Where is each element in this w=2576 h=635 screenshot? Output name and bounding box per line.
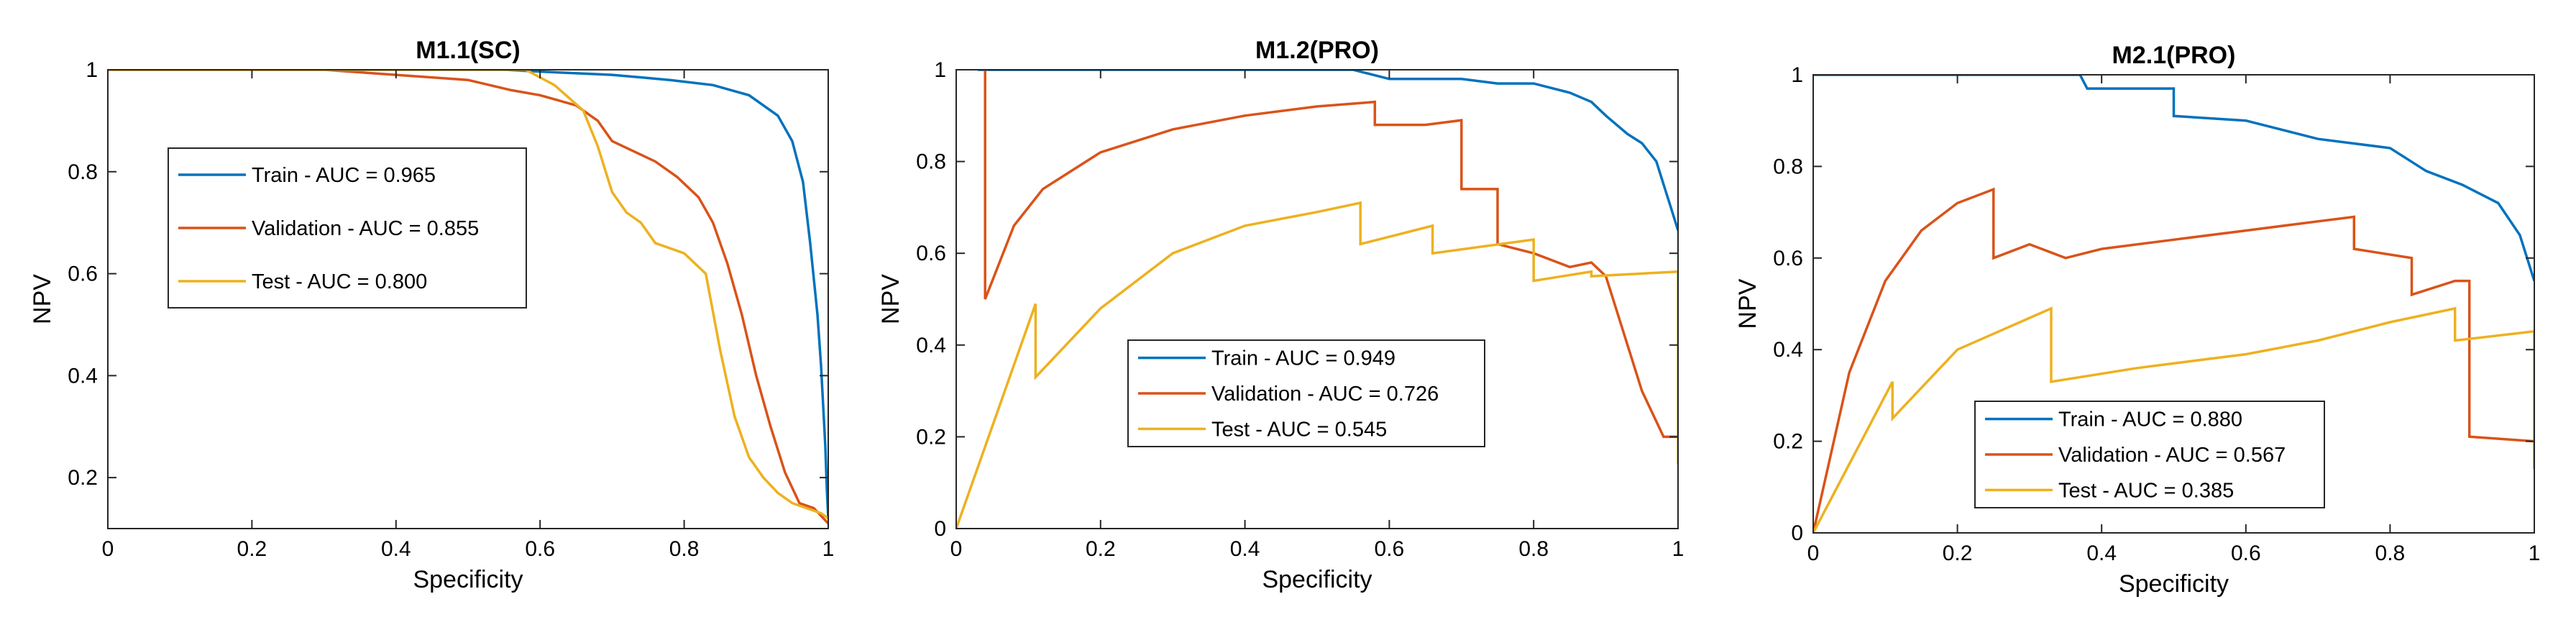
x-tick-label: 0.2 [1086, 537, 1116, 561]
x-tick-label: 1 [2529, 542, 2541, 565]
x-tick-label: 0 [1807, 542, 1820, 565]
series-line-test [956, 201, 1678, 529]
x-axis-label: Specificity [2119, 570, 2229, 598]
series-line-test [108, 70, 828, 520]
series-line-train [1813, 75, 2534, 282]
legend-entry-validation: Validation - AUC = 0.855 [252, 217, 479, 240]
chart-title: M1.2(PRO) [1255, 37, 1379, 64]
y-tick-label: 0.2 [1773, 430, 1803, 454]
y-tick-label: 0.6 [1773, 247, 1803, 270]
y-tick-label: 1 [1791, 63, 1803, 87]
series-line-test [1813, 306, 2534, 533]
series-line-train [978, 70, 1678, 231]
chart-panel-1: 0 0.2 0.4 0.6 0.8 1 0.2 0.4 0.6 0.8 1 M1.1(SC) Speci… [29, 37, 834, 593]
series-line-validation [984, 70, 1678, 439]
y-axis-label: NPV [1734, 278, 1761, 329]
y-tick-label: 1 [86, 58, 98, 82]
y-tick-label: 0.6 [916, 242, 946, 265]
series-line-validation [1813, 187, 2534, 533]
x-tick-label: 0.6 [525, 537, 555, 561]
x-tick-label: 0 [950, 537, 963, 561]
legend-entry-test: Test - AUC = 0.385 [2058, 479, 2234, 502]
plot-area [956, 70, 1678, 529]
chart-panel-2: 0 0.2 0.4 0.6 0.8 1 0 0.2 0.4 0.6 0.8 1 M1.2(PRO) Spe… [877, 37, 1684, 593]
x-tick-label: 1 [1672, 537, 1685, 561]
legend-entry-test: Test - AUC = 0.800 [252, 270, 427, 293]
legend-entry-train: Train - AUC = 0.880 [2058, 408, 2242, 431]
y-axis-label: NPV [877, 274, 904, 324]
x-tick-label: 0.8 [1518, 537, 1549, 561]
legend-entry-validation: Validation - AUC = 0.567 [2058, 444, 2286, 467]
axes-box [107, 69, 829, 529]
series-line-validation [108, 70, 828, 525]
x-tick-label: 1 [822, 537, 835, 561]
legend-entry-test: Test - AUC = 0.545 [1211, 418, 1387, 441]
legend-entry-train: Train - AUC = 0.949 [1211, 347, 1395, 370]
x-tick-label: 0.4 [381, 537, 411, 561]
x-tick-label: 0.8 [2375, 542, 2406, 565]
y-tick-label: 0.2 [68, 466, 98, 490]
x-tick-label: 0.4 [2086, 542, 2117, 565]
y-tick-label: 0 [934, 517, 946, 541]
y-tick-label: 0.8 [1773, 155, 1803, 178]
legend-entry-validation: Validation - AUC = 0.726 [1211, 383, 1439, 406]
y-tick-label: 1 [934, 58, 946, 82]
series-line-train [108, 70, 828, 518]
x-tick-label: 0 [102, 537, 114, 561]
x-tick-label: 0.4 [1230, 537, 1260, 561]
x-tick-label: 0.2 [1943, 542, 1973, 565]
y-tick-label: 0.4 [68, 364, 98, 388]
axes-box [1812, 74, 2535, 534]
y-tick-label: 0.8 [916, 150, 946, 174]
legend: Train - AUC = 0.949 Validation - AUC = 0.… [1127, 339, 1485, 447]
x-tick-label: 0.6 [2231, 542, 2261, 565]
y-tick-label: 0.6 [68, 262, 98, 286]
x-tick-label: 0.2 [237, 537, 267, 561]
x-axis-label: Specificity [413, 566, 523, 593]
y-tick-label: 0.2 [916, 425, 946, 449]
x-axis-label: Specificity [1262, 566, 1372, 593]
axes-box [955, 69, 1679, 529]
y-tick-label: 0 [1791, 521, 1803, 545]
x-tick-label: 0.8 [669, 537, 700, 561]
y-tick-label: 0.4 [916, 334, 946, 357]
legend: Train - AUC = 0.965 Validation - AUC = 0.… [168, 147, 527, 309]
y-axis-label: NPV [29, 274, 56, 324]
chart-title: M1.1(SC) [416, 37, 520, 64]
y-tick-label: 0.8 [68, 160, 98, 184]
y-tick-label: 0.4 [1773, 338, 1803, 362]
legend: Train - AUC = 0.880 Validation - AUC = 0.… [1974, 401, 2325, 508]
chart-panel-3: 0 0.2 0.4 0.6 0.8 1 0 0.2 0.4 0.6 0.8 1 M2.1(PRO) Spe… [1734, 42, 2540, 598]
x-tick-label: 0.6 [1375, 537, 1405, 561]
chart-title: M2.1(PRO) [2112, 42, 2236, 69]
legend-entry-train: Train - AUC = 0.965 [252, 164, 436, 187]
